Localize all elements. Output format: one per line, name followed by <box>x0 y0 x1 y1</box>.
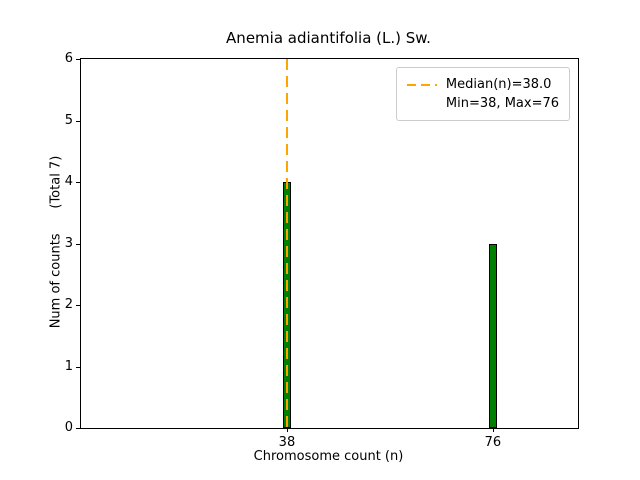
y-tick-label: 5 <box>64 112 73 128</box>
legend: Median(n)=38.0 Min=38, Max=76 <box>395 67 570 121</box>
legend-label-median: Median(n)=38.0 <box>445 77 552 92</box>
x-axis-label: Chromosome count (n) <box>253 449 404 464</box>
legend-row-median: Median(n)=38.0 <box>406 75 559 94</box>
y-tick-mark <box>76 120 80 122</box>
y-axis-label: Num of counts (Total 7) <box>48 155 64 329</box>
legend-label-minmax: Min=38, Max=76 <box>445 96 559 111</box>
bar-x76 <box>488 243 497 428</box>
x-tick-mark <box>286 428 288 432</box>
y-tick-label: 3 <box>64 235 73 251</box>
legend-empty-swatch <box>407 103 437 105</box>
y-tick-label: 4 <box>64 174 73 189</box>
y-tick-mark <box>76 428 80 429</box>
y-tick-mark <box>76 305 80 306</box>
x-tick-mark <box>492 428 494 432</box>
legend-row-minmax: Min=38, Max=76 <box>407 94 559 113</box>
y-tick-mark <box>76 182 80 183</box>
y-tick-label: 6 <box>64 51 73 66</box>
y-tick-label: 2 <box>64 297 73 312</box>
x-tick-label: 38 <box>278 435 296 450</box>
median-dashed-line-swatch <box>406 83 437 86</box>
plot-area: Median(n)=38.0 Min=38, Max=76 0 1 2 3 4 5 6 38 7… <box>65 51 579 450</box>
median-line <box>285 59 288 428</box>
x-tick-label: 76 <box>484 435 502 450</box>
chart-title: Anemia adiantifolia (L.) Sw. <box>226 29 431 47</box>
y-tick-mark <box>76 243 80 245</box>
y-tick-label: 0 <box>64 420 73 435</box>
y-tick-label: 1 <box>64 358 73 374</box>
y-tick-mark <box>76 366 80 368</box>
y-tick-mark <box>76 59 80 60</box>
